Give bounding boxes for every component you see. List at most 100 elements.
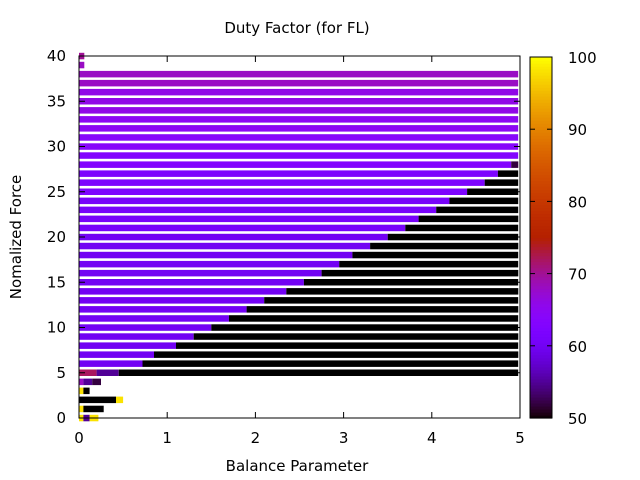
heatmap-band <box>79 143 519 150</box>
heatmap-band <box>79 351 154 358</box>
colorbar-segment <box>530 84 552 88</box>
x-tick-label: 1 <box>162 429 172 447</box>
colorbar-segment <box>530 405 552 410</box>
heatmap-band <box>339 260 519 268</box>
colorbar-segment <box>530 69 552 73</box>
heatmap-band <box>79 107 519 114</box>
heatmap-band <box>79 233 388 241</box>
heatmap-band <box>370 242 519 250</box>
colorbar-segment <box>530 327 552 332</box>
colorbar-segment <box>530 99 552 103</box>
heatmap-band <box>79 88 519 96</box>
colorbar-segment <box>530 126 552 130</box>
colorbar-segment <box>530 324 552 329</box>
heatmap-band <box>79 98 519 105</box>
y-tick-label: 35 <box>47 92 66 110</box>
heatmap-band <box>484 179 519 186</box>
heatmap-band <box>154 351 519 358</box>
heatmap-band <box>176 342 519 349</box>
heatmap-band <box>79 242 371 250</box>
colorbar-frame <box>529 56 553 419</box>
heatmap-band <box>79 396 116 404</box>
heatmap-band <box>436 206 519 214</box>
colorbar-segment <box>530 234 552 239</box>
heatmap-band <box>246 306 519 313</box>
colorbar-segment <box>530 156 552 160</box>
colorbar-segment <box>530 177 552 181</box>
colorbar-segment <box>530 183 552 187</box>
colorbar-segment <box>530 252 552 257</box>
colorbar-segment <box>530 207 552 212</box>
colorbar-segment <box>530 279 552 284</box>
heatmap-band <box>79 188 468 195</box>
heatmap-band <box>352 251 519 259</box>
colorbar-segment <box>530 411 552 416</box>
x-tick-label: 5 <box>515 429 525 447</box>
colorbar-tick-label: 70 <box>568 266 587 284</box>
colorbar-segment <box>530 300 552 305</box>
heatmap-band <box>118 369 519 376</box>
heatmap-band <box>79 116 519 123</box>
colorbar-segment <box>530 375 552 380</box>
heatmap-band <box>321 269 519 277</box>
colorbar-segment <box>530 105 552 109</box>
colorbar-segment <box>530 162 552 166</box>
colorbar-segment <box>530 75 552 79</box>
heatmap-band <box>83 387 90 395</box>
colorbar-segment <box>530 270 552 275</box>
heatmap-band <box>405 224 519 232</box>
colorbar-segment <box>530 102 552 106</box>
colorbar-segment <box>530 135 552 139</box>
y-tick-label: 30 <box>47 138 66 156</box>
colorbar-segment <box>530 195 552 199</box>
colorbar-segment <box>530 153 552 157</box>
colorbar-segment <box>530 222 552 227</box>
heatmap-band <box>79 179 485 186</box>
colorbar-segment <box>530 60 552 64</box>
heatmap-band <box>83 405 104 413</box>
heatmap-band <box>449 197 519 205</box>
colorbar-segment <box>530 123 552 127</box>
colorbar-segment <box>530 96 552 100</box>
colorbar-segment <box>530 240 552 245</box>
heatmap-band <box>79 170 498 177</box>
colorbar-segment <box>530 378 552 383</box>
colorbar-segment <box>530 237 552 242</box>
heatmap-band <box>286 288 519 295</box>
colorbar-segment <box>530 273 552 278</box>
heatmap-band <box>264 297 519 304</box>
heatmap-band <box>79 215 419 223</box>
heatmap-band <box>83 378 93 386</box>
heatmap-band <box>418 215 519 223</box>
heatmap-band <box>79 134 519 141</box>
colorbar-segment <box>530 72 552 76</box>
y-tick-label: 0 <box>56 409 66 427</box>
colorbar-segment <box>530 132 552 136</box>
heatmap-band <box>79 61 85 69</box>
colorbar-segment <box>530 399 552 404</box>
colorbar-segment <box>530 108 552 112</box>
y-tick-label: 15 <box>47 273 66 291</box>
colorbar-segment <box>530 204 552 209</box>
colorbar-segment <box>530 363 552 368</box>
colorbar-segment <box>530 81 552 85</box>
colorbar-segment <box>530 285 552 290</box>
heatmap-band <box>387 233 519 241</box>
heatmap-band <box>228 315 519 322</box>
colorbar-segment <box>530 414 552 419</box>
heatmap-band <box>211 324 519 331</box>
colorbar-tick-label: 60 <box>568 338 587 356</box>
heatmap-band <box>79 405 84 413</box>
colorbar-segment <box>530 150 552 154</box>
colorbar-segment <box>530 276 552 281</box>
colorbar-segment <box>530 402 552 407</box>
heatmap-band <box>116 396 124 404</box>
colorbar-segment <box>530 255 552 260</box>
colorbar-segment <box>530 120 552 124</box>
colorbar-segment <box>530 360 552 365</box>
heatmap-band <box>79 387 84 395</box>
colorbar-segment <box>530 111 552 115</box>
colorbar-tick-label: 90 <box>568 121 587 139</box>
colorbar-segment <box>530 348 552 353</box>
heatmap-band <box>79 197 450 205</box>
